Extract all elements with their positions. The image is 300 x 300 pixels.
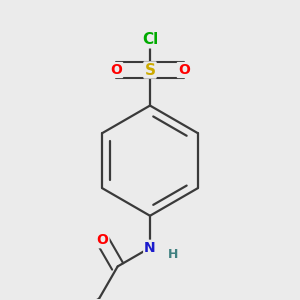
Text: N: N (144, 241, 156, 255)
Text: H: H (168, 248, 178, 261)
Text: O: O (97, 233, 109, 247)
Text: S: S (145, 62, 155, 77)
Text: O: O (110, 63, 122, 77)
Text: Cl: Cl (142, 32, 158, 47)
Text: O: O (178, 63, 190, 77)
